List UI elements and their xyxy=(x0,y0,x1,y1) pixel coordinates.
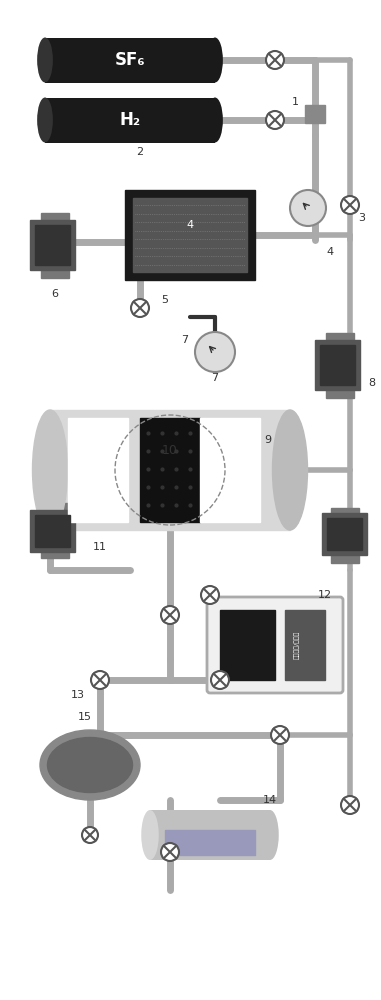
Bar xyxy=(41,550,69,558)
Bar xyxy=(327,518,362,550)
Text: 气相色谱/质谱仪: 气相色谱/质谱仪 xyxy=(294,631,300,659)
Circle shape xyxy=(266,51,284,69)
Text: 8: 8 xyxy=(368,378,376,388)
Bar xyxy=(165,830,255,855)
Bar xyxy=(133,198,247,272)
Bar xyxy=(35,515,70,547)
Bar xyxy=(331,508,359,516)
Bar xyxy=(35,225,70,265)
Ellipse shape xyxy=(141,810,159,860)
Text: 13: 13 xyxy=(71,690,85,700)
Text: 2: 2 xyxy=(136,147,144,157)
Circle shape xyxy=(91,671,109,689)
Circle shape xyxy=(82,827,98,843)
Ellipse shape xyxy=(40,730,140,800)
Text: 12: 12 xyxy=(318,590,332,600)
Text: 4: 4 xyxy=(186,220,194,230)
Bar xyxy=(30,220,75,270)
Bar xyxy=(45,98,215,142)
Circle shape xyxy=(341,796,359,814)
Text: 14: 14 xyxy=(263,795,277,805)
Circle shape xyxy=(131,299,149,317)
Bar xyxy=(326,332,354,340)
Ellipse shape xyxy=(261,810,279,860)
Bar xyxy=(326,389,354,397)
Circle shape xyxy=(211,671,229,689)
Bar xyxy=(220,610,275,680)
Circle shape xyxy=(161,843,179,861)
Text: 7: 7 xyxy=(181,335,189,345)
Text: 10: 10 xyxy=(162,444,178,456)
Ellipse shape xyxy=(207,98,223,142)
Bar xyxy=(331,554,359,562)
Bar xyxy=(150,810,270,860)
Text: 11: 11 xyxy=(93,542,107,552)
Bar xyxy=(30,510,75,552)
Bar xyxy=(305,105,325,123)
Bar xyxy=(315,340,360,390)
Bar xyxy=(285,610,325,680)
Text: 3: 3 xyxy=(359,213,365,223)
Bar xyxy=(200,418,260,522)
Ellipse shape xyxy=(207,37,223,83)
Text: 15: 15 xyxy=(78,712,92,722)
Bar xyxy=(341,516,349,554)
Circle shape xyxy=(271,726,289,744)
Bar xyxy=(41,502,69,510)
Bar xyxy=(68,418,128,522)
Bar xyxy=(45,37,215,83)
Bar xyxy=(51,510,59,550)
FancyBboxPatch shape xyxy=(207,597,343,693)
Circle shape xyxy=(266,111,284,129)
Bar xyxy=(322,513,367,555)
Ellipse shape xyxy=(272,410,307,530)
Ellipse shape xyxy=(37,98,53,142)
Text: 6: 6 xyxy=(51,289,59,299)
Text: 7: 7 xyxy=(211,373,219,383)
Bar xyxy=(336,340,344,389)
Text: 9: 9 xyxy=(264,435,272,445)
Text: SF₆: SF₆ xyxy=(115,51,145,69)
Bar xyxy=(320,345,355,385)
Bar xyxy=(51,221,59,269)
Bar xyxy=(50,410,290,530)
Circle shape xyxy=(341,196,359,214)
Bar xyxy=(41,213,69,221)
Text: 5: 5 xyxy=(162,295,168,305)
Bar xyxy=(125,190,255,280)
Circle shape xyxy=(290,190,326,226)
Ellipse shape xyxy=(37,37,53,83)
Circle shape xyxy=(201,586,219,604)
Text: 4: 4 xyxy=(327,247,333,257)
Ellipse shape xyxy=(32,410,67,530)
Bar xyxy=(140,418,200,522)
Circle shape xyxy=(195,332,235,372)
Circle shape xyxy=(161,606,179,624)
Text: 1: 1 xyxy=(291,97,298,107)
Bar xyxy=(41,269,69,277)
Ellipse shape xyxy=(48,738,133,792)
Text: H₂: H₂ xyxy=(119,111,141,129)
